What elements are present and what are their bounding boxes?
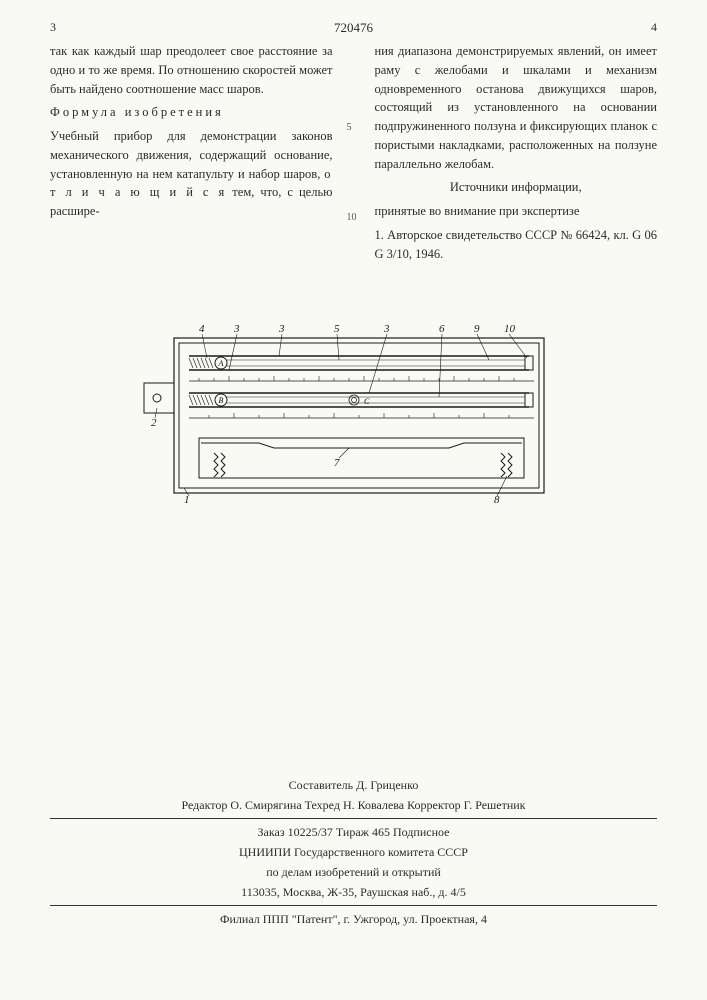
source-title: Источники информации, — [375, 178, 658, 197]
line-num-5: 5 — [347, 120, 359, 135]
footer-hr-2 — [50, 905, 657, 906]
fig-label-4: 4 — [199, 323, 205, 335]
source-item: 1. Авторское свидетельство СССР № 66424,… — [375, 226, 658, 264]
fig-letter-c: C — [364, 397, 370, 406]
fig-label-3c: 3 — [383, 323, 390, 335]
fig-label-10: 10 — [504, 323, 516, 335]
fig-label-2: 2 — [151, 417, 157, 429]
footer-hr-1 — [50, 818, 657, 819]
fig-letter-b: B — [218, 396, 223, 405]
left-para-2a: Учебный прибор для демонстрации законов … — [50, 129, 333, 181]
technical-figure: A — [139, 308, 569, 508]
text-columns: так как каждый шар преодолеет свое расст… — [50, 42, 657, 268]
fig-label-5: 5 — [334, 323, 340, 335]
footer-org1: ЦНИИПИ Государственного комитета СССР — [50, 843, 657, 861]
right-para-1: ния диапазона демонстрируемых явлений, о… — [375, 42, 658, 173]
line-num-gutter: 5 10 — [347, 42, 361, 268]
fig-label-7: 7 — [334, 457, 340, 469]
line-num-10: 10 — [347, 210, 359, 225]
left-para-1: так как каждый шар преодолеет свое расст… — [50, 42, 333, 98]
fig-letter-a: A — [217, 359, 223, 368]
left-column: так как каждый шар преодолеет свое расст… — [50, 42, 333, 268]
footer-addr2: Филиал ППП "Патент", г. Ужгород, ул. Про… — [50, 910, 657, 928]
footer-addr1: 113035, Москва, Ж-35, Раушская наб., д. … — [50, 883, 657, 901]
fig-label-3a: 3 — [233, 323, 240, 335]
fig-label-9: 9 — [474, 323, 480, 335]
footer-org2: по делам изобретений и открытий — [50, 863, 657, 881]
fig-label-3b: 3 — [278, 323, 285, 335]
footer-order: Заказ 10225/37 Тираж 465 Подписное — [50, 823, 657, 841]
header-row: 3 720476 4 — [50, 20, 657, 36]
fig-label-6: 6 — [439, 323, 445, 335]
left-para-2: Учебный прибор для демонстрации законов … — [50, 127, 333, 221]
right-column: ния диапазона демонстрируемых явлений, о… — [375, 42, 658, 268]
page-num-right: 4 — [651, 20, 657, 36]
doc-number: 720476 — [56, 20, 651, 36]
footer-block: Составитель Д. Гриценко Редактор О. Смир… — [50, 774, 657, 930]
footer-compiler: Составитель Д. Гриценко — [50, 776, 657, 794]
footer-editors: Редактор О. Смирягина Техред Н. Ковалева… — [50, 796, 657, 814]
source-sub: принятые во внимание при экспертизе — [375, 202, 658, 221]
formula-title: Формула изобретения — [50, 103, 333, 122]
